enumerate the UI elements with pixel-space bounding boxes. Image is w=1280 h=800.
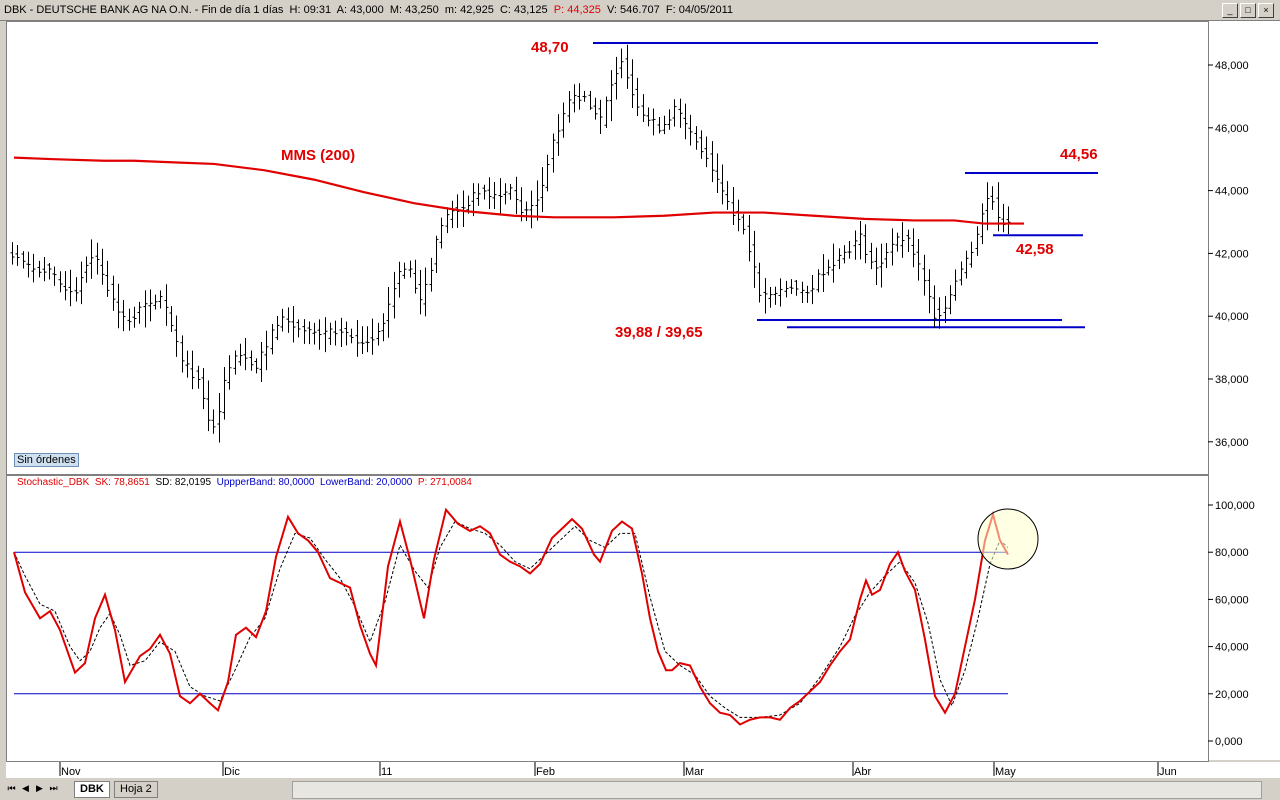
price-axis-pane bbox=[1209, 21, 1280, 475]
open-label: A: 43,000 bbox=[336, 4, 384, 16]
maximize-button[interactable]: □ bbox=[1240, 3, 1256, 18]
time-axis-label: Dic bbox=[224, 766, 240, 778]
ma-200-line bbox=[13, 156, 1024, 225]
price-axis-label: 40,000 bbox=[1215, 311, 1249, 323]
stoch-axis-label: 0,000 bbox=[1215, 736, 1243, 748]
horizontal-scrollbar[interactable] bbox=[292, 781, 1262, 799]
annotation-label: MMS (200) bbox=[281, 147, 355, 164]
lower-band-value: LowerBand: 20,0000 bbox=[320, 477, 413, 488]
time-axis-label: Feb bbox=[536, 766, 555, 778]
price-axis-label: 46,000 bbox=[1215, 123, 1249, 135]
tab-hoja-2[interactable]: Hoja 2 bbox=[114, 781, 158, 798]
price-bars bbox=[10, 44, 1011, 443]
stoch-axis-label: 40,000 bbox=[1215, 642, 1249, 654]
indicator-name: Stochastic_DBK bbox=[17, 477, 90, 488]
title-bar: DBK - DEUTSCHE BANK AG NA O.N. - Fin de … bbox=[0, 0, 1280, 21]
annotation-label: 42,58 bbox=[1016, 241, 1054, 258]
price-axis-label: 36,000 bbox=[1215, 437, 1249, 449]
last-price-label: P: 44,325 bbox=[553, 4, 601, 16]
price-axis-label: 42,000 bbox=[1215, 248, 1249, 260]
stoch-axis-label: 60,000 bbox=[1215, 594, 1249, 606]
sk-value: SK: 78,8651 bbox=[94, 477, 150, 488]
status-badge[interactable]: Sin órdenes bbox=[14, 453, 79, 467]
price-axis-label: 48,000 bbox=[1215, 60, 1249, 72]
time-axis: Nov Dic 11 Feb Mar Abr May Jun bbox=[59, 762, 1177, 778]
close-button[interactable]: × bbox=[1258, 3, 1274, 18]
symbol-label: DBK - DEUTSCHE BANK AG NA O.N. bbox=[4, 4, 192, 16]
price-axis-label: 44,000 bbox=[1215, 186, 1249, 198]
price-axis-label: 38,000 bbox=[1215, 374, 1249, 386]
upper-band-value: UppperBand: 80,0000 bbox=[216, 477, 315, 488]
price-annotations: 48,70 44,56 42,58 39,88 / 39,65 MMS (200) bbox=[281, 39, 1098, 341]
annotation-label: 39,88 / 39,65 bbox=[615, 324, 703, 341]
date-label: F: 04/05/2011 bbox=[665, 4, 733, 16]
first-sheet-button[interactable]: ⏮ bbox=[7, 783, 16, 793]
time-axis-pane bbox=[6, 762, 1280, 778]
time-axis-label: May bbox=[995, 766, 1016, 778]
stoch-axis-label: 100,000 bbox=[1215, 500, 1255, 512]
time-axis-label: Nov bbox=[61, 766, 81, 778]
period-label: Fin de día 1 días bbox=[201, 4, 284, 16]
next-sheet-button[interactable]: ▶ bbox=[36, 783, 43, 793]
sd-value: SD: 82,0195 bbox=[155, 477, 212, 488]
high-label: M: 43,250 bbox=[389, 4, 439, 16]
stochastic-bands bbox=[14, 551, 1008, 695]
time-axis-label: Abr bbox=[854, 766, 871, 778]
time-axis-label: Mar bbox=[685, 766, 704, 778]
time-axis-label: Jun bbox=[1159, 766, 1177, 778]
quote-header: DBK - DEUTSCHE BANK AG NA O.N. - Fin de … bbox=[4, 4, 733, 16]
volume-label: V: 546.707 bbox=[606, 4, 660, 16]
indicator-p-value: P: 271,0084 bbox=[417, 477, 472, 488]
annotation-label: 44,56 bbox=[1060, 146, 1098, 163]
support-resistance-lines bbox=[593, 42, 1098, 329]
time-label: H: 09:31 bbox=[289, 4, 332, 16]
annotation-label: 48,70 bbox=[531, 39, 569, 56]
prev-sheet-button[interactable]: ◀ bbox=[22, 783, 29, 793]
low-label: m: 42,925 bbox=[444, 4, 494, 16]
stochastic-axis-pane bbox=[1209, 475, 1280, 760]
minimize-button[interactable]: _ bbox=[1222, 3, 1238, 18]
last-sheet-button[interactable]: ⏭ bbox=[49, 783, 58, 793]
sd-line bbox=[13, 520, 1009, 718]
overbought-highlight-circle bbox=[977, 508, 1039, 570]
stoch-axis-label: 80,000 bbox=[1215, 547, 1249, 559]
time-axis-label: 11 bbox=[381, 766, 392, 778]
stochastic-header: Stochastic_DBK SK: 78,8651 SD: 82,0195 U… bbox=[17, 477, 472, 488]
stoch-axis-label: 20,000 bbox=[1215, 689, 1249, 701]
tab-dbk[interactable]: DBK bbox=[74, 781, 110, 798]
stochastic-axis: 0,000 20,000 40,000 60,000 80,000 100,000 bbox=[1208, 500, 1255, 748]
sk-line bbox=[13, 507, 1009, 726]
price-axis: 36,000 38,000 40,000 42,000 44,000 46,000 48,0… bbox=[1208, 60, 1249, 449]
close-label: C: 43,125 bbox=[499, 4, 548, 16]
